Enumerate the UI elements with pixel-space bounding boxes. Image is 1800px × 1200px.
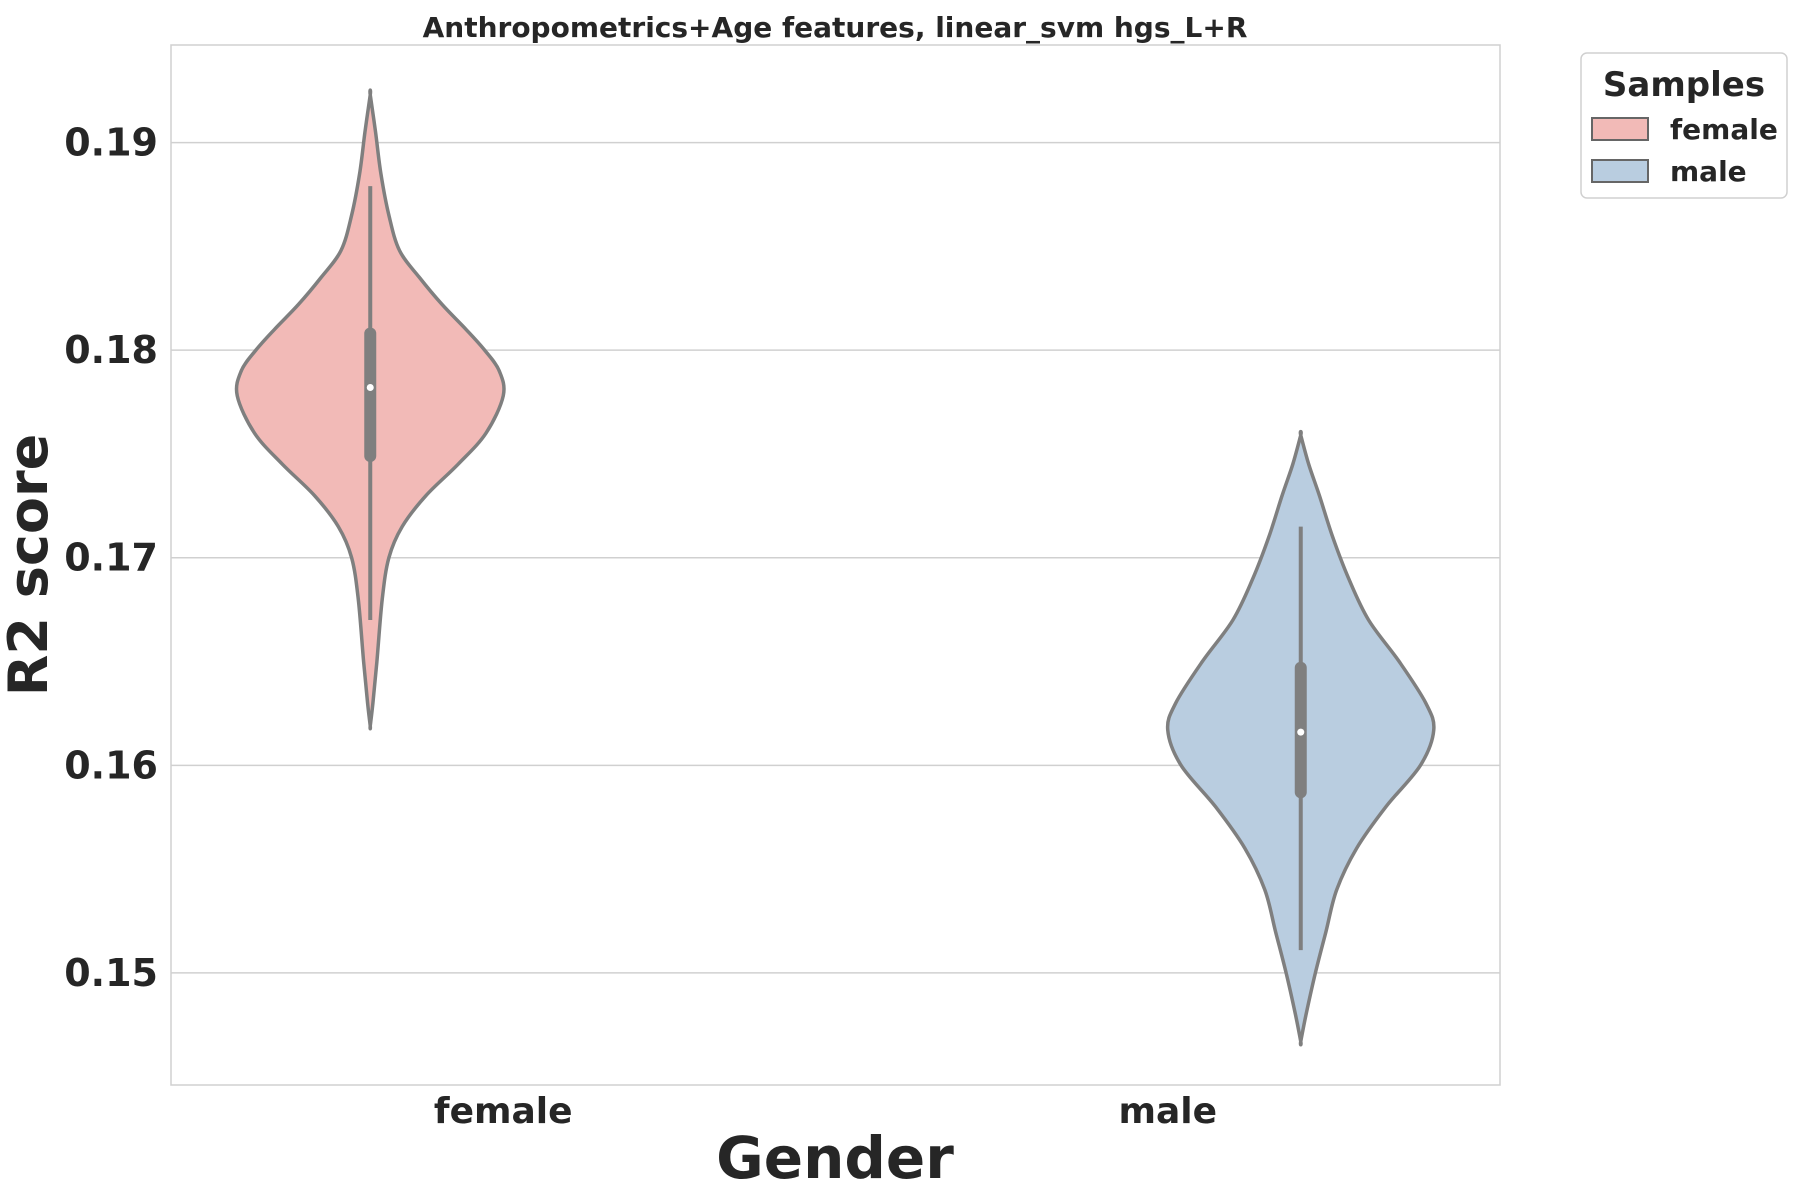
legend: Samples female male [1580,52,1788,199]
violins [234,88,1436,1047]
x-tick-label-male: male [1118,1091,1217,1132]
legend-swatch-male [1591,159,1649,183]
y-tick-label: 0.16 [64,743,158,787]
y-tick-labels: 0.15 0.16 0.17 0.18 0.19 [64,121,158,995]
y-axis-label: R2 score [0,434,60,696]
y-tick-label: 0.19 [64,121,158,165]
x-tick-labels: female male [434,1091,1217,1132]
violin-median-female [366,384,374,392]
legend-label-female: female [1670,113,1778,146]
y-tick-label: 0.18 [64,328,158,372]
y-tick-label: 0.15 [64,951,158,995]
legend-title: Samples [1603,65,1765,105]
violin-median-male [1297,728,1305,736]
legend-swatch-female [1591,117,1649,141]
y-tick-label: 0.17 [64,536,158,580]
legend-label-male: male [1670,155,1747,188]
chart-title: Anthropometrics+Age features, linear_svm… [423,11,1248,44]
x-axis-label: Gender [716,1124,954,1192]
x-tick-label-female: female [434,1091,573,1132]
